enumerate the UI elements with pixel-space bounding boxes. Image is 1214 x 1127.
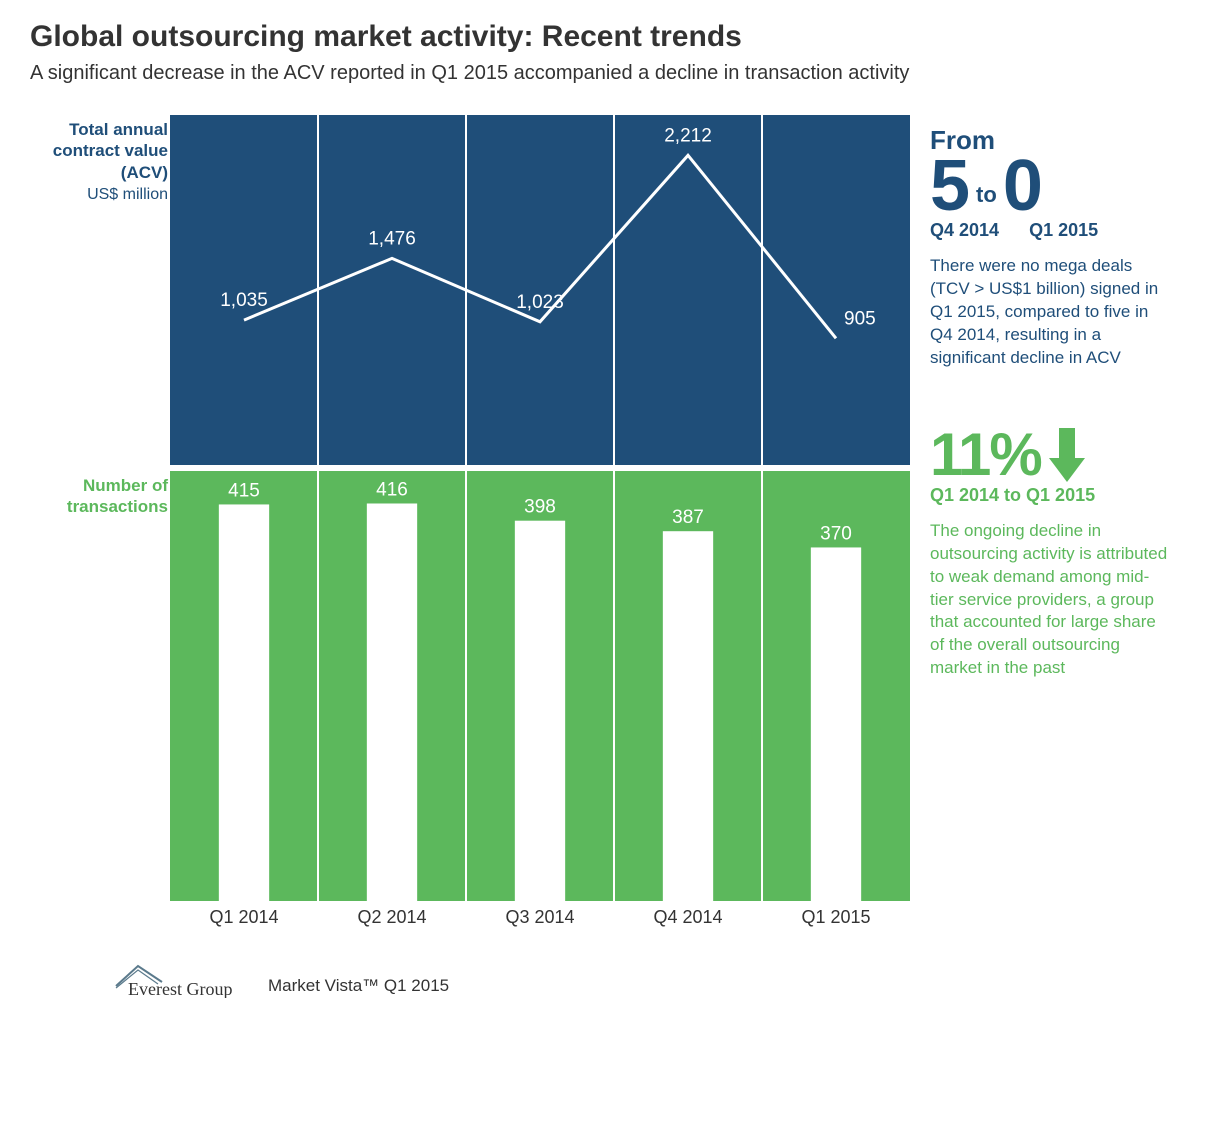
pct-row: 11% [930, 420, 1184, 489]
x-tick-label: Q1 2014 [170, 907, 318, 928]
trans-value-label: 416 [376, 479, 408, 500]
acv-value-label: 1,476 [368, 228, 416, 249]
acv-value-label: 2,212 [664, 125, 712, 146]
acv-label-2: contract value [53, 141, 168, 160]
x-axis: Q1 2014Q2 2014Q3 2014Q4 2014Q1 2015 [170, 907, 910, 928]
transactions-axis-label: Number of transactions [28, 475, 168, 518]
trans-bar [367, 503, 417, 901]
arrow-down-icon [1045, 424, 1089, 484]
trans-bar [515, 521, 565, 901]
x-tick-label: Q4 2014 [614, 907, 762, 928]
bignums: 5 to 0 [930, 150, 1184, 222]
logo-text: Everest Group [128, 979, 232, 998]
quarter-labels: Q4 2014 Q1 2015 [930, 220, 1184, 241]
q-from: Q4 2014 [930, 220, 999, 241]
blue-body: There were no mega deals (TCV > US$1 bil… [930, 255, 1170, 370]
trans-value-label: 398 [524, 497, 556, 518]
everest-logo-icon: Everest Group [110, 958, 260, 998]
big-to: 0 [1003, 150, 1043, 222]
page-title: Global outsourcing market activity: Rece… [30, 20, 1184, 54]
callout-decline: 11% Q1 2014 to Q1 2015 The ongoing decli… [930, 420, 1184, 681]
acv-label-1: Total annual [69, 120, 168, 139]
footer-text: Market Vista™ Q1 2015 [268, 976, 449, 998]
green-body: The ongoing decline in outsourcing activ… [930, 520, 1170, 681]
page-subtitle: A significant decrease in the ACV report… [30, 62, 1184, 85]
acv-value-label: 1,035 [220, 290, 268, 311]
q-to: Q1 2015 [1029, 220, 1098, 241]
trans-value-label: 387 [672, 507, 704, 528]
acv-axis-label: Total annual contract value (ACV) US$ mi… [28, 119, 168, 205]
x-tick-label: Q2 2014 [318, 907, 466, 928]
acv-value-label: 905 [844, 308, 876, 329]
trans-value-label: 415 [228, 480, 260, 501]
trans-bar [219, 504, 269, 901]
chart-column: Total annual contract value (ACV) US$ mi… [30, 115, 910, 928]
to-word: to [976, 182, 997, 222]
main-row: Total annual contract value (ACV) US$ mi… [30, 115, 1184, 928]
acv-value-label: 1,023 [516, 292, 564, 313]
trans-label-2: transactions [67, 497, 168, 516]
footer: Everest Group Market Vista™ Q1 2015 [110, 958, 1184, 998]
pct-value: 11% [930, 420, 1041, 489]
trans-bar [811, 547, 861, 901]
side-column: From 5 to 0 Q4 2014 Q1 2015 There were n… [930, 115, 1184, 928]
trans-label-1: Number of [83, 476, 168, 495]
x-tick-label: Q1 2015 [762, 907, 910, 928]
callout-mega-deals: From 5 to 0 Q4 2014 Q1 2015 There were n… [930, 125, 1184, 370]
chart-wrap: Total annual contract value (ACV) US$ mi… [30, 115, 910, 901]
x-tick-label: Q3 2014 [466, 907, 614, 928]
trans-value-label: 370 [820, 523, 852, 544]
green-range: Q1 2014 to Q1 2015 [930, 485, 1184, 506]
acv-panel-bg [170, 115, 910, 465]
acv-unit: US$ million [87, 186, 168, 203]
acv-label-3: (ACV) [121, 163, 168, 182]
trans-bar [663, 531, 713, 901]
big-from: 5 [930, 150, 970, 222]
